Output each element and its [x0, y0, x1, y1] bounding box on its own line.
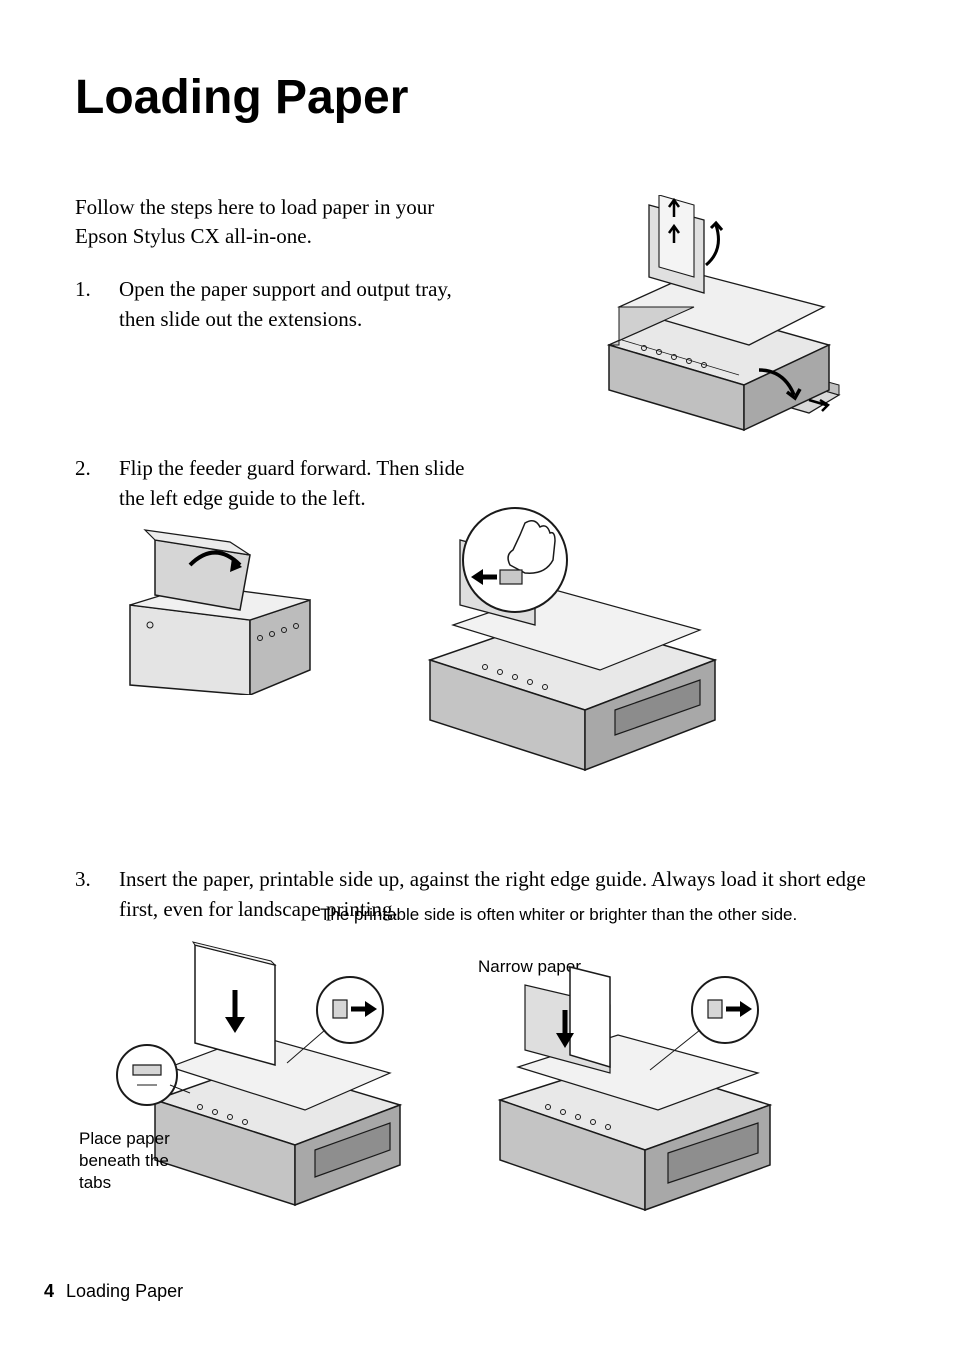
footer-page-number: 4 [44, 1281, 54, 1301]
figure-feeder-guard [120, 510, 335, 695]
step-number: 3. [75, 864, 119, 925]
page-footer: 4 Loading Paper [44, 1281, 183, 1302]
figure-open-support [574, 195, 864, 440]
step-text: Open the paper support and output tray, … [119, 274, 489, 335]
page-title: Loading Paper [75, 70, 879, 125]
step-number: 1. [75, 274, 119, 335]
figure-narrow-paper [470, 955, 790, 1215]
note-place-tabs: Place paper beneath the tabs [79, 1128, 189, 1194]
footer-section: Loading Paper [66, 1281, 183, 1301]
step-number: 2. [75, 453, 119, 514]
intro-text: Follow the steps here to load paper in y… [75, 193, 475, 252]
figure-edge-guide [405, 505, 745, 780]
note-printable-side: The printable side is often whiter or br… [320, 905, 797, 925]
